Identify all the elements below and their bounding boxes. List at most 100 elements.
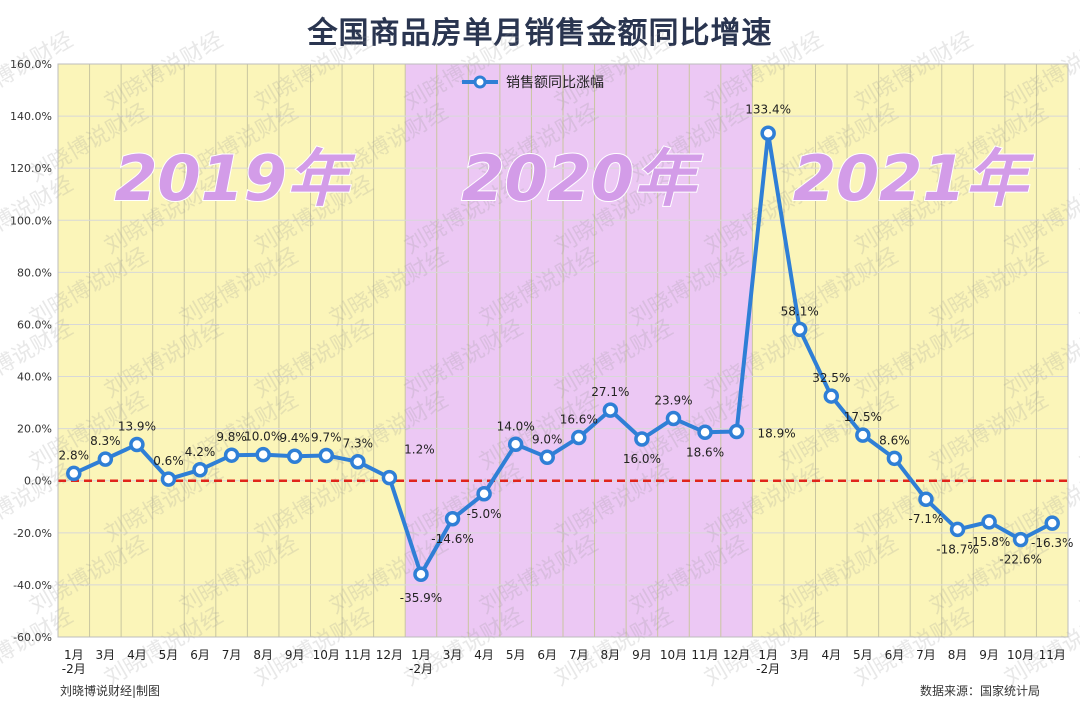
watermark-text: 刘晓博说财经	[1076, 244, 1080, 332]
y-tick-label: -40.0%	[13, 579, 52, 592]
x-tick-label: -2月	[756, 662, 780, 676]
data-point	[602, 402, 619, 418]
data-label: 13.9%	[118, 420, 156, 434]
y-tick-label: 60.0%	[17, 318, 52, 331]
x-tick-label: 5月	[506, 648, 526, 662]
y-tick-label: -20.0%	[13, 527, 52, 540]
data-label: 32.5%	[812, 371, 850, 385]
x-tick-label: 1月	[758, 648, 778, 662]
data-point	[539, 449, 555, 466]
data-label: 9.0%	[532, 432, 563, 446]
data-point	[129, 436, 145, 453]
watermark-text: 刘晓博说财经	[1076, 388, 1080, 476]
y-tick-label: 0.0%	[24, 475, 52, 488]
data-label: 17.5%	[844, 410, 882, 424]
x-tick-label: 3月	[96, 648, 116, 662]
data-label: -7.1%	[909, 512, 944, 526]
year-label-2: 2021年	[793, 142, 1035, 215]
legend-label: 销售额同比涨幅	[506, 75, 604, 91]
data-point	[1012, 531, 1029, 548]
data-label: 16.6%	[560, 412, 598, 426]
data-label: 1.2%	[404, 443, 435, 457]
data-label: 18.9%	[758, 427, 796, 441]
x-tick-label: 5月	[159, 648, 179, 662]
x-tick-label: 10月	[660, 648, 687, 662]
data-label: 2.8%	[59, 448, 90, 462]
y-tick-label: 20.0%	[17, 423, 52, 436]
x-tick-label: 9月	[979, 648, 999, 662]
data-point	[571, 429, 587, 446]
y-tick-label: 120.0%	[10, 162, 52, 175]
data-point	[760, 125, 776, 142]
data-label: 0.6%	[153, 454, 184, 468]
x-tick-label: 3月	[443, 648, 463, 662]
data-point	[949, 521, 966, 538]
data-point	[1044, 515, 1060, 531]
data-source: 数据来源：国家统计局	[919, 684, 1040, 698]
chart-credit: 刘晓博说财经|制图	[60, 684, 161, 698]
x-tick-label: 7月	[916, 648, 936, 662]
data-point	[318, 447, 335, 464]
data-label: 9.8%	[216, 430, 247, 444]
x-tick-label: 11月	[344, 648, 371, 662]
data-point	[97, 451, 114, 467]
data-point	[728, 423, 745, 440]
legend-marker	[473, 75, 487, 89]
data-point	[66, 465, 82, 482]
data-label: -16.3%	[1031, 536, 1073, 550]
data-point	[507, 436, 524, 453]
x-tick-label: 9月	[632, 648, 652, 662]
y-tick-label: 80.0%	[17, 266, 52, 279]
data-label: 58.1%	[781, 304, 819, 318]
data-label: 10.0%	[244, 430, 282, 444]
x-tick-label: 9月	[285, 648, 305, 662]
x-tick-label: 10月	[1007, 648, 1034, 662]
data-label: -35.9%	[400, 591, 442, 605]
data-point	[160, 471, 177, 487]
data-label: -5.0%	[467, 507, 502, 521]
y-tick-label: 100.0%	[10, 214, 52, 227]
x-tick-label: -2月	[62, 662, 86, 676]
data-label: 9.7%	[311, 430, 342, 444]
data-point	[413, 566, 429, 582]
data-point	[918, 491, 934, 507]
x-tick-label: 6月	[190, 648, 210, 662]
data-point	[381, 469, 398, 486]
data-label: 133.4%	[745, 102, 791, 116]
watermark-text: 刘晓博说财经	[1076, 100, 1080, 188]
x-tick-label: 4月	[474, 648, 494, 662]
x-tick-label: 12月	[376, 648, 403, 662]
data-label: -14.6%	[431, 532, 473, 546]
data-point	[634, 431, 650, 447]
data-point	[476, 486, 492, 502]
data-label: 8.3%	[90, 434, 121, 448]
x-tick-label: 7月	[222, 648, 242, 662]
year-band-1	[405, 64, 753, 637]
x-tick-label: 8月	[253, 648, 273, 662]
data-label: 16.0%	[623, 452, 661, 466]
x-tick-label: 8月	[601, 648, 621, 662]
data-point	[223, 447, 240, 463]
x-tick-label: 4月	[127, 648, 147, 662]
year-label-0: 2019年	[114, 142, 356, 215]
x-tick-label: 5月	[853, 648, 873, 662]
chart-title: 全国商品房单月销售金额同比增速	[307, 16, 773, 51]
year-band-0	[58, 64, 406, 637]
x-tick-label: 1月	[64, 648, 84, 662]
data-point	[791, 321, 808, 338]
x-tick-label: 12月	[723, 648, 750, 662]
data-point	[665, 410, 682, 427]
data-point	[255, 446, 271, 463]
data-label: -15.8%	[968, 535, 1010, 549]
y-tick-label: 160.0%	[10, 58, 52, 71]
x-tick-label: 8月	[948, 648, 968, 662]
data-point	[886, 450, 903, 467]
data-point	[444, 511, 461, 527]
data-label: 4.2%	[185, 445, 216, 459]
year-label-1: 2020年	[462, 142, 704, 215]
data-label: 14.0%	[497, 419, 535, 433]
data-label: -18.7%	[936, 542, 978, 556]
x-tick-label: -2月	[409, 662, 433, 676]
y-tick-label: -60.0%	[13, 631, 52, 644]
data-point	[823, 388, 840, 404]
